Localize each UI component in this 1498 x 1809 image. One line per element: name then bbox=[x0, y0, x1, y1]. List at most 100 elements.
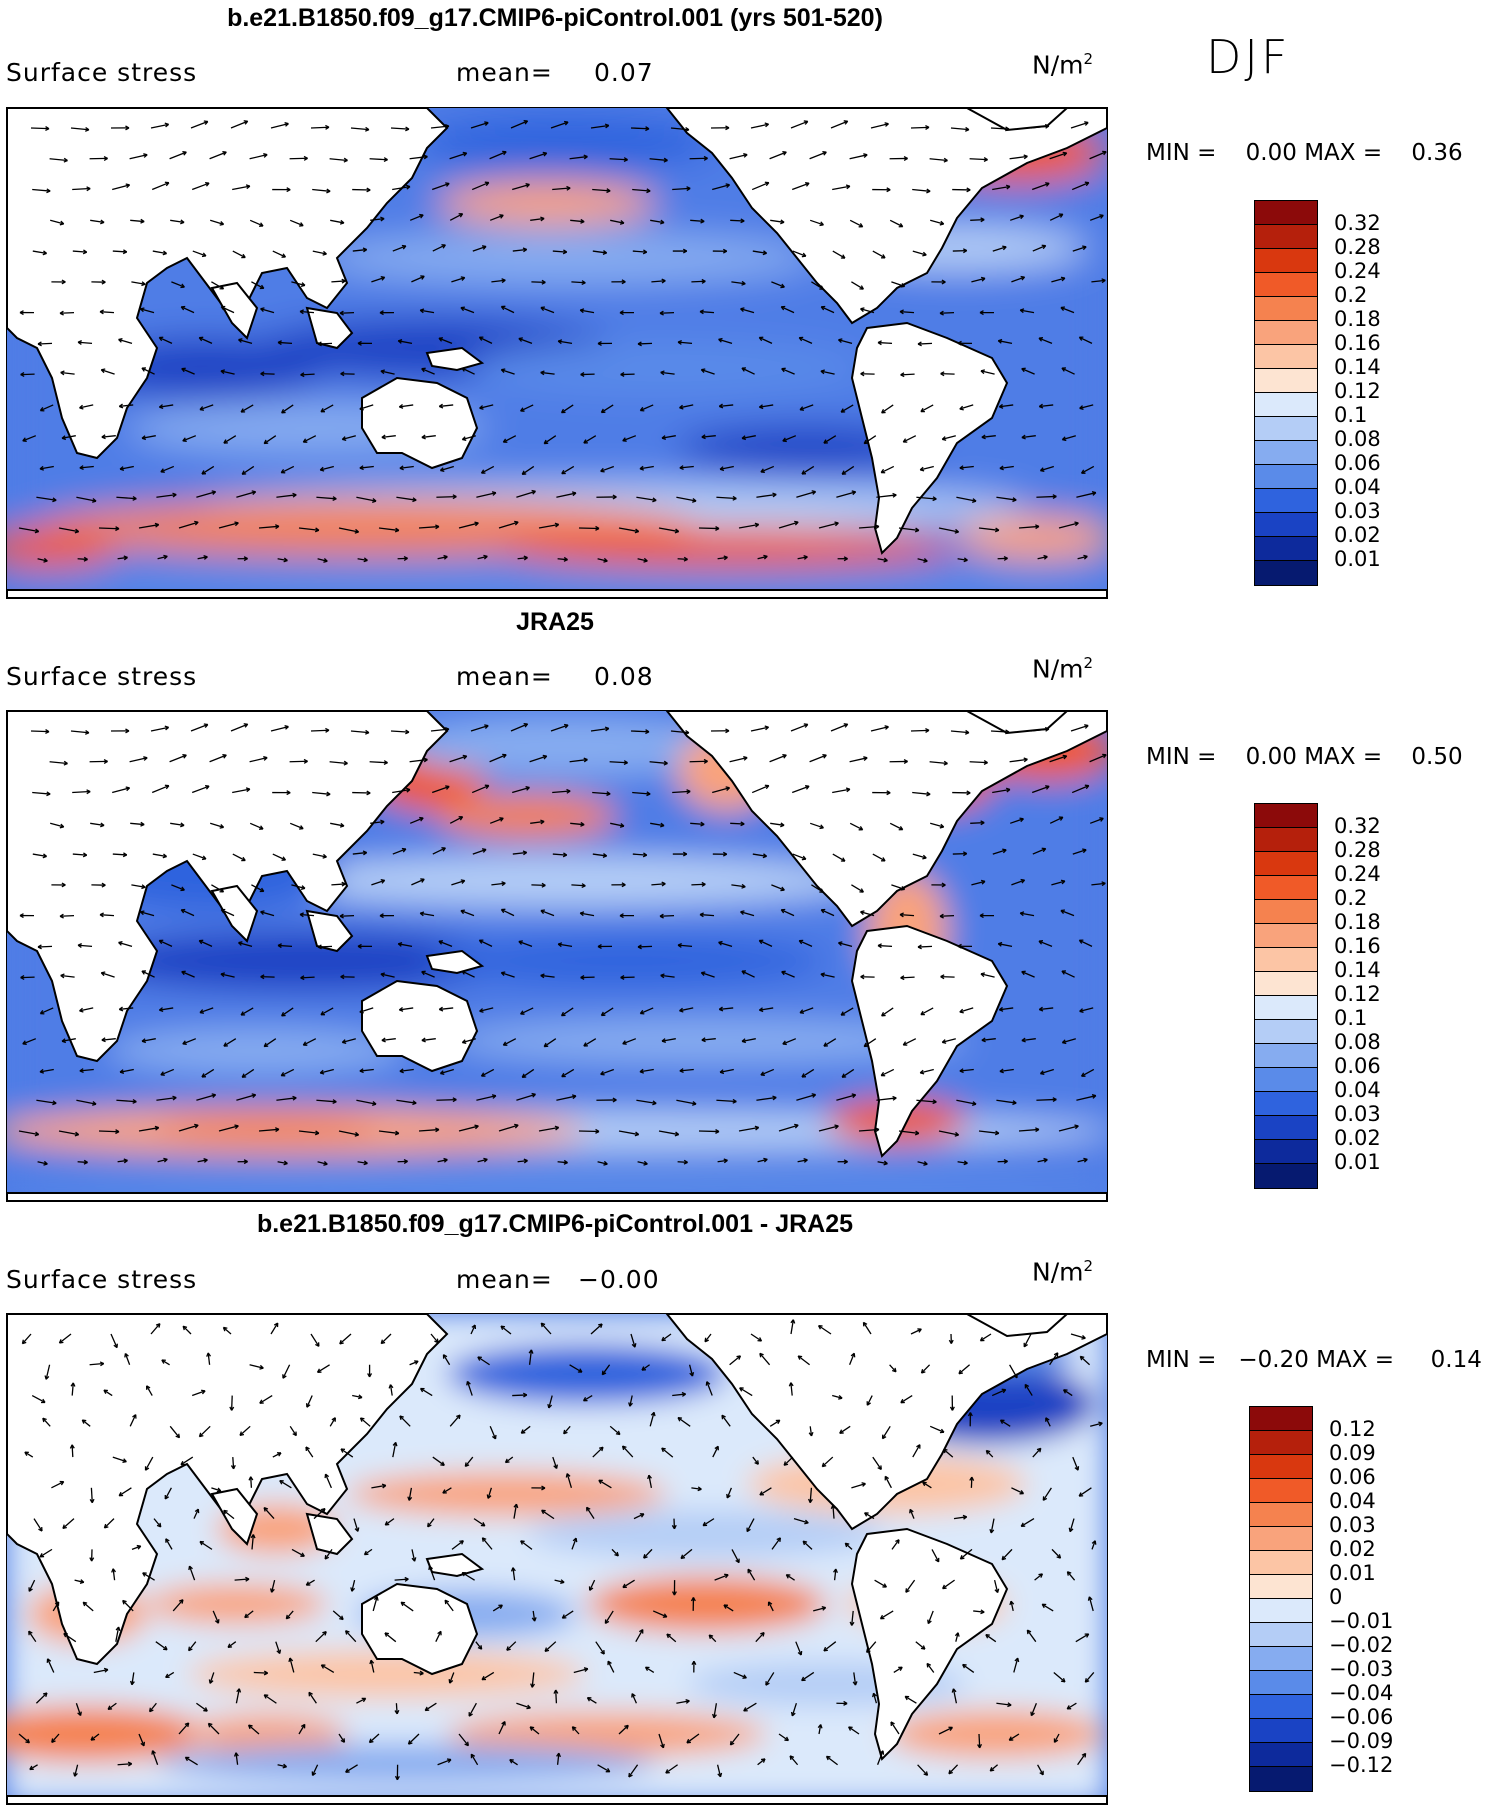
colorbar-swatch bbox=[1255, 537, 1317, 561]
stress-vector-head bbox=[994, 1132, 1000, 1136]
stress-vector bbox=[750, 1333, 762, 1342]
stress-vector-head bbox=[72, 1382, 76, 1387]
stress-vector bbox=[998, 943, 1013, 948]
stress-vector bbox=[971, 880, 986, 886]
stress-vector bbox=[630, 1333, 636, 1348]
stress-vector bbox=[543, 1038, 557, 1048]
stress-vector bbox=[208, 1722, 220, 1735]
stress-vector bbox=[1091, 1540, 1096, 1550]
panel-2-mean-value: 0.08 bbox=[594, 662, 654, 691]
stress-vector bbox=[479, 336, 493, 344]
stress-vector bbox=[950, 127, 969, 131]
stress-vector-head bbox=[622, 437, 626, 442]
stress-vector-head bbox=[203, 556, 208, 560]
stress-vector bbox=[198, 940, 213, 947]
stress-vector-head bbox=[339, 1617, 344, 1621]
stress-vector bbox=[658, 527, 679, 533]
stress-vector bbox=[311, 1764, 319, 1776]
stress-vector bbox=[329, 761, 348, 765]
stress-vector bbox=[708, 1634, 717, 1643]
stress-vector-head bbox=[1094, 1540, 1097, 1545]
stress-vector bbox=[451, 276, 465, 283]
stress-vector-head bbox=[286, 189, 291, 193]
stress-vector-head bbox=[1042, 848, 1047, 853]
colorbar-label: 0.14 bbox=[1334, 958, 1381, 982]
stress-vector bbox=[209, 151, 227, 160]
stress-vector-head bbox=[198, 1432, 202, 1437]
stress-vector bbox=[548, 1395, 553, 1409]
stress-vector bbox=[409, 1360, 419, 1366]
stress-vector-head bbox=[719, 466, 724, 470]
stress-vector bbox=[357, 1161, 368, 1164]
colorbar-label: 0.12 bbox=[1334, 982, 1381, 1006]
stress-vector-head bbox=[252, 491, 257, 496]
stress-vector bbox=[442, 1354, 451, 1366]
stress-vector bbox=[820, 370, 835, 375]
stress-vector-head bbox=[543, 152, 548, 157]
stress-vector bbox=[1009, 818, 1024, 824]
stress-vector-head bbox=[485, 182, 490, 187]
stress-vector-head bbox=[765, 785, 770, 790]
stress-vector bbox=[760, 465, 775, 473]
stress-vector bbox=[998, 340, 1013, 345]
stress-vector-head bbox=[339, 1339, 342, 1345]
stress-vector-head bbox=[779, 1537, 782, 1542]
stress-vector bbox=[170, 822, 185, 826]
colorbar-swatch bbox=[1250, 1431, 1312, 1455]
stress-vector-head bbox=[223, 439, 227, 444]
stress-vector bbox=[731, 884, 746, 888]
stress-vector-head bbox=[340, 1739, 345, 1743]
stress-vector bbox=[138, 1127, 159, 1132]
colorbar-swatch bbox=[1250, 1527, 1312, 1551]
stress-vector-head bbox=[755, 524, 760, 528]
stress-vector bbox=[161, 1359, 170, 1366]
stress-vector-head bbox=[316, 1368, 321, 1373]
stress-vector bbox=[211, 1487, 222, 1492]
stress-vector bbox=[117, 556, 128, 560]
colorbar-label: 0.12 bbox=[1334, 379, 1381, 403]
stress-vector bbox=[74, 1764, 79, 1777]
stress-vector bbox=[310, 729, 330, 732]
stress-vector bbox=[823, 435, 837, 444]
stress-vector bbox=[438, 337, 453, 344]
stress-vector-head bbox=[89, 1557, 93, 1562]
stress-vector-head bbox=[263, 757, 268, 761]
stress-vector-head bbox=[363, 1162, 368, 1166]
stress-vector bbox=[927, 1610, 934, 1624]
stress-vector bbox=[765, 1672, 775, 1686]
stress-vector bbox=[378, 1130, 399, 1135]
colorbar-swatch bbox=[1250, 1719, 1312, 1743]
stress-vector bbox=[1021, 368, 1035, 375]
stress-vector bbox=[338, 1733, 345, 1743]
stress-vector bbox=[510, 723, 528, 732]
stress-vector-head bbox=[100, 1362, 105, 1367]
stress-vector-head bbox=[421, 434, 426, 438]
stress-vector bbox=[190, 723, 209, 732]
stress-vector bbox=[160, 465, 175, 473]
stress-vector bbox=[180, 1456, 194, 1466]
stress-vector-head bbox=[302, 1041, 307, 1046]
stress-vector-head bbox=[718, 940, 723, 943]
stress-vector-head bbox=[39, 1068, 44, 1073]
stress-vector bbox=[730, 219, 745, 222]
stress-vector bbox=[633, 1513, 645, 1520]
stress-vector bbox=[32, 250, 47, 255]
stress-vector-head bbox=[518, 337, 523, 340]
stress-vector bbox=[960, 1548, 973, 1560]
stress-vector bbox=[250, 1476, 253, 1488]
stress-vector bbox=[461, 367, 475, 375]
stress-vector bbox=[558, 943, 573, 948]
colorbar-swatch bbox=[1255, 1140, 1317, 1164]
stress-vector-head bbox=[619, 913, 624, 917]
stress-vector bbox=[981, 435, 996, 438]
stress-vector-head bbox=[1084, 725, 1089, 729]
stress-vector bbox=[1079, 404, 1094, 410]
stress-vector bbox=[881, 404, 894, 414]
colorbar-swatch bbox=[1255, 972, 1317, 996]
stress-vector-head bbox=[663, 159, 668, 163]
stress-vector-head bbox=[163, 1158, 168, 1163]
stress-vector-head bbox=[620, 371, 625, 376]
stress-vector-head bbox=[765, 726, 770, 731]
stress-vector bbox=[900, 976, 915, 979]
stress-vector-head bbox=[862, 1483, 866, 1487]
